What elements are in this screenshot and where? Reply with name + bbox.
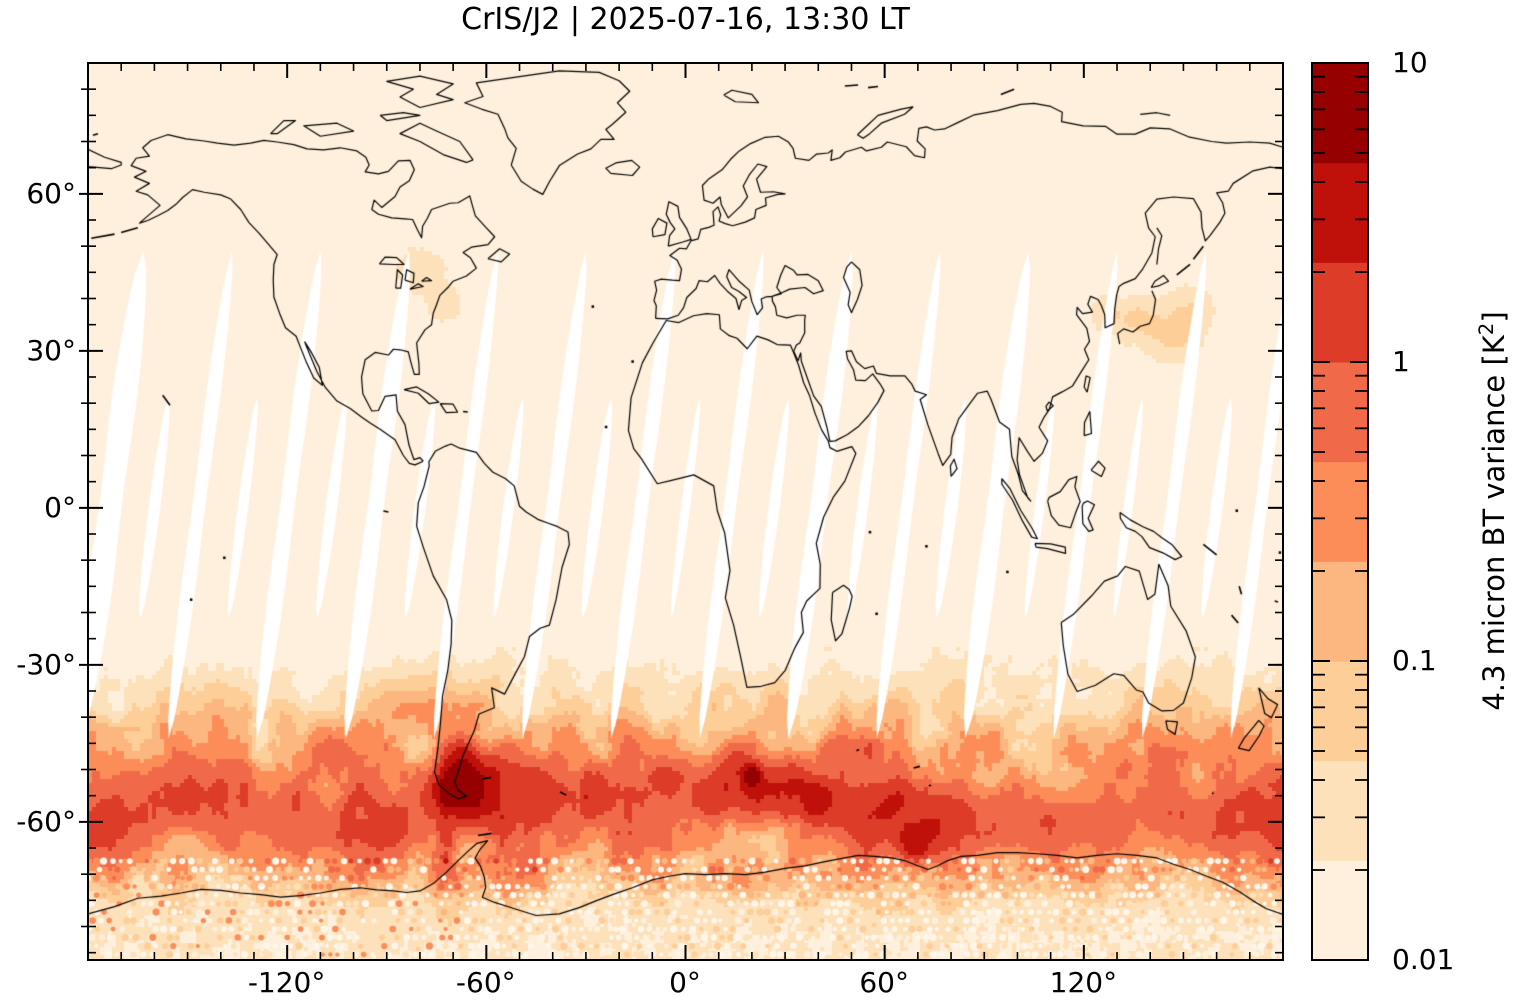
colorbar-tick-label: 0.01	[1392, 943, 1455, 976]
map-canvas	[88, 63, 1283, 960]
y-tick-label: -60°	[16, 805, 76, 838]
plot-title: CrIS/J2 | 2025-07-16, 13:30 LT	[461, 2, 910, 37]
x-tick-label: 120°	[1049, 966, 1118, 999]
colorbar-tick-label: 10	[1392, 46, 1428, 79]
x-tick-label: 60°	[859, 966, 910, 999]
y-tick-label: -30°	[16, 648, 76, 681]
x-tick-label: 0°	[669, 966, 701, 999]
colorbar-axis-label: 4.3 micron BT variance [K2]	[1475, 311, 1511, 711]
y-tick-label: 30°	[26, 334, 76, 367]
x-tick-label: -60°	[455, 966, 516, 999]
y-tick-label: 60°	[26, 177, 76, 210]
colorbar-tick-label: 1	[1392, 345, 1410, 378]
y-tick-label: 0°	[44, 491, 76, 524]
colorbar-tick-label: 0.1	[1392, 644, 1437, 677]
x-tick-label: -120°	[247, 966, 326, 999]
